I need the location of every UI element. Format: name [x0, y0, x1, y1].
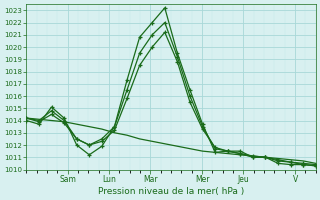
X-axis label: Pression niveau de la mer( hPa ): Pression niveau de la mer( hPa ): [98, 187, 244, 196]
